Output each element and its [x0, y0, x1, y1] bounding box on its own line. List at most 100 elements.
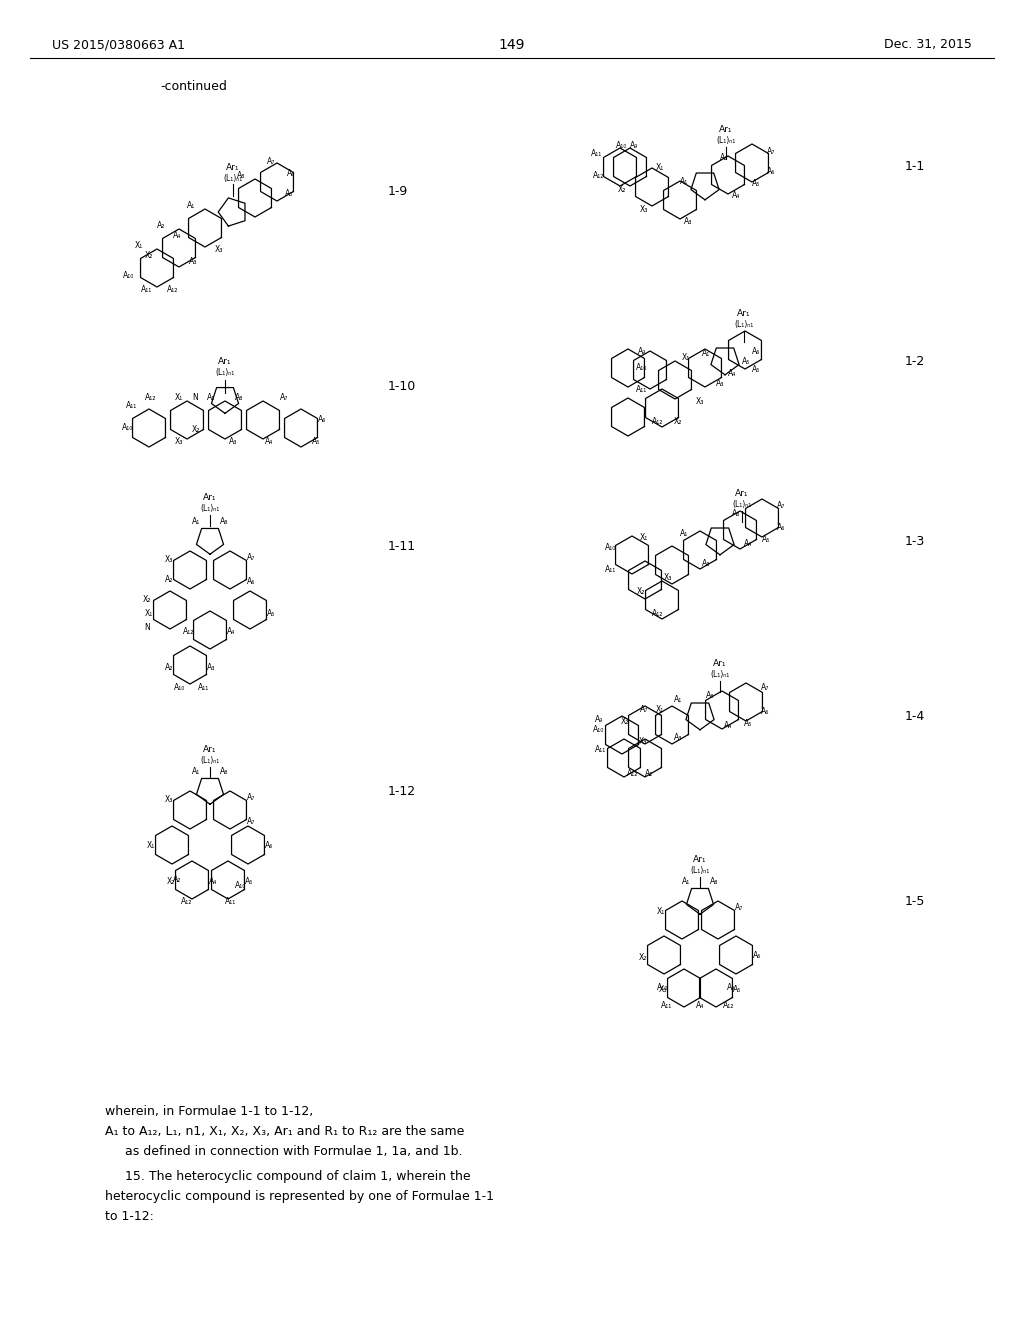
- Text: A₇: A₇: [280, 393, 288, 403]
- Text: A₂: A₂: [645, 770, 653, 779]
- Text: A₅: A₅: [733, 986, 741, 994]
- Text: A₁₁: A₁₁: [636, 385, 647, 395]
- Text: A₃: A₃: [674, 734, 682, 742]
- Text: A₁₁: A₁₁: [225, 898, 237, 907]
- Text: X₂: X₂: [621, 718, 629, 726]
- Text: 1-1: 1-1: [905, 160, 926, 173]
- Text: A₈: A₈: [220, 767, 228, 776]
- Text: A₁₂: A₁₂: [628, 770, 639, 779]
- Text: A₅: A₅: [741, 358, 751, 367]
- Text: A₅: A₅: [267, 610, 275, 619]
- Text: A₅: A₅: [285, 190, 293, 198]
- Text: Ar₁: Ar₁: [737, 309, 751, 318]
- Text: Ar₁: Ar₁: [719, 125, 733, 135]
- Text: A₃: A₃: [228, 437, 238, 446]
- Text: A₈: A₈: [720, 153, 728, 161]
- Text: (L₁)ₙ₁: (L₁)ₙ₁: [201, 755, 219, 764]
- Text: A₁: A₁: [191, 517, 200, 527]
- Text: A₁₀: A₁₀: [657, 983, 669, 993]
- Text: (L₁)ₙ₁: (L₁)ₙ₁: [734, 319, 754, 329]
- Text: A₁₁: A₁₁: [595, 746, 606, 755]
- Text: A₁₀: A₁₀: [123, 272, 135, 281]
- Text: X₁: X₁: [656, 908, 666, 916]
- Text: A₃: A₃: [207, 663, 215, 672]
- Text: X₁: X₁: [656, 705, 665, 714]
- Text: A₁: A₁: [680, 177, 688, 186]
- Text: 149: 149: [499, 38, 525, 51]
- Text: A₁₂: A₁₂: [167, 285, 178, 294]
- Text: A₄: A₄: [265, 437, 273, 446]
- Text: A₆: A₆: [761, 708, 769, 717]
- Text: X₁: X₁: [144, 610, 154, 619]
- Text: 1-5: 1-5: [905, 895, 926, 908]
- Text: A₁: A₁: [207, 393, 215, 403]
- Text: X₃: X₃: [175, 437, 183, 446]
- Text: A₆: A₆: [767, 166, 775, 176]
- Text: A₂: A₂: [165, 576, 173, 585]
- Text: 1-9: 1-9: [388, 185, 409, 198]
- Text: A₅: A₅: [762, 536, 770, 544]
- Text: A₁: A₁: [680, 529, 688, 539]
- Text: Dec. 31, 2015: Dec. 31, 2015: [884, 38, 972, 51]
- Text: A₁₂: A₁₂: [652, 610, 664, 619]
- Text: A₅: A₅: [312, 437, 321, 446]
- Text: A₇: A₇: [247, 817, 255, 826]
- Text: A₁₂: A₁₂: [181, 898, 193, 907]
- Text: X₃: X₃: [165, 556, 173, 565]
- Text: A₁: A₁: [674, 696, 682, 705]
- Text: A₁₂: A₁₂: [723, 1002, 734, 1011]
- Text: A₁₁: A₁₁: [605, 565, 616, 574]
- Text: X₂: X₂: [191, 425, 200, 434]
- Text: A₆: A₆: [777, 524, 785, 532]
- Text: A₈: A₈: [234, 393, 243, 403]
- Text: A₁: A₁: [191, 767, 200, 776]
- Text: A₁₁: A₁₁: [592, 149, 603, 157]
- Text: X₁: X₁: [640, 533, 648, 543]
- Text: Ar₁: Ar₁: [226, 164, 240, 173]
- Text: A₅: A₅: [743, 719, 753, 729]
- Text: A₉: A₉: [595, 715, 603, 725]
- Text: (L₁)ₙ₁: (L₁)ₙ₁: [215, 368, 234, 378]
- Text: X₃: X₃: [658, 986, 668, 994]
- Text: A₁₁: A₁₁: [662, 1002, 673, 1011]
- Text: A₅: A₅: [752, 178, 760, 187]
- Text: A₆: A₆: [752, 347, 760, 356]
- Text: A₄: A₄: [173, 231, 181, 240]
- Text: (L₁)ₙ₁: (L₁)ₙ₁: [223, 173, 243, 182]
- Text: (L₁)ₙ₁: (L₁)ₙ₁: [717, 136, 735, 144]
- Text: A₆: A₆: [287, 169, 295, 178]
- Text: X₁: X₁: [656, 162, 665, 172]
- Text: A₁ to A₁₂, L₁, n1, X₁, X₂, X₃, Ar₁ and R₁ to R₁₂ are the same: A₁ to A₁₂, L₁, n1, X₁, X₂, X₃, Ar₁ and R…: [105, 1125, 464, 1138]
- Text: A₃: A₃: [188, 257, 198, 267]
- Text: US 2015/0380663 A1: US 2015/0380663 A1: [52, 38, 185, 51]
- Text: A₁₀: A₁₀: [636, 363, 648, 372]
- Text: A₁: A₁: [186, 202, 196, 210]
- Text: A₈: A₈: [710, 878, 718, 887]
- Text: A₄: A₄: [696, 1002, 705, 1011]
- Text: A₉: A₉: [638, 347, 646, 356]
- Text: 1-2: 1-2: [905, 355, 926, 368]
- Text: A₉: A₉: [630, 140, 638, 149]
- Text: A₁₁: A₁₁: [199, 684, 210, 693]
- Text: X₁: X₁: [175, 393, 183, 403]
- Text: X₃: X₃: [640, 205, 648, 214]
- Text: Ar₁: Ar₁: [203, 746, 217, 755]
- Text: wherein, in Formulae 1-1 to 1-12,: wherein, in Formulae 1-1 to 1-12,: [105, 1105, 313, 1118]
- Text: A₁₁: A₁₁: [126, 401, 137, 411]
- Text: X₂: X₂: [144, 252, 154, 260]
- Text: A₄: A₄: [227, 627, 236, 636]
- Text: 1-11: 1-11: [388, 540, 416, 553]
- Text: A₁₀: A₁₀: [593, 726, 605, 734]
- Text: A₄: A₄: [728, 370, 736, 379]
- Text: A₁₂: A₁₂: [652, 417, 664, 426]
- Text: A₇: A₇: [640, 705, 648, 714]
- Text: 1-3: 1-3: [905, 535, 926, 548]
- Text: X₂: X₂: [167, 878, 175, 887]
- Text: 1-4: 1-4: [905, 710, 926, 723]
- Text: (L₁)ₙ₁: (L₁)ₙ₁: [732, 499, 752, 508]
- Text: A₁₂: A₁₂: [145, 393, 157, 403]
- Text: A₄: A₄: [724, 722, 732, 730]
- Text: A₂: A₂: [165, 663, 173, 672]
- Text: A₁₀: A₁₀: [236, 880, 247, 890]
- Text: A₁₀: A₁₀: [605, 544, 616, 553]
